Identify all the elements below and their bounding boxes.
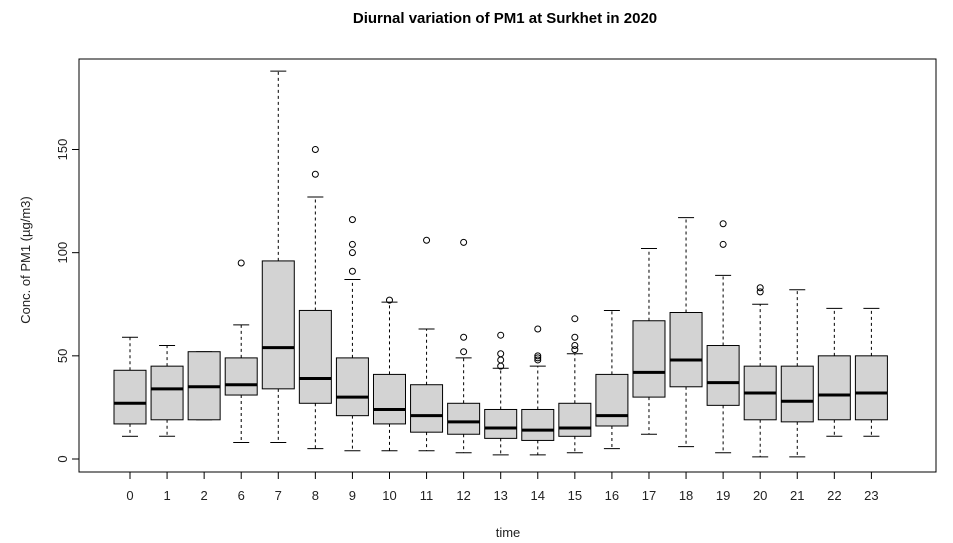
x-tick-label: 12 <box>456 488 470 503</box>
x-tick-label: 6 <box>238 488 245 503</box>
y-tick-label: 100 <box>55 242 70 264</box>
x-tick-label: 11 <box>420 488 434 503</box>
outlier-point <box>571 315 579 323</box>
outlier-point <box>534 325 542 333</box>
box-23 <box>854 307 888 437</box>
outlier-point <box>534 356 542 364</box>
box-8 <box>298 146 332 450</box>
box-10 <box>372 296 406 452</box>
y-tick-label: 0 <box>55 455 70 462</box>
iqr-box <box>669 312 703 388</box>
iqr-box <box>410 384 444 433</box>
iqr-box <box>595 373 629 427</box>
outlier-point <box>460 333 468 341</box>
outlier-point <box>534 354 542 362</box>
box-22 <box>817 307 851 437</box>
iqr-box <box>224 357 258 396</box>
y-tick-label: 150 <box>55 139 70 161</box>
box-2 <box>187 351 221 421</box>
outlier-point <box>348 249 356 257</box>
x-tick-label: 7 <box>275 488 282 503</box>
outlier-point <box>497 331 505 339</box>
x-tick-label: 9 <box>349 488 356 503</box>
x-axis-label: time <box>496 525 521 540</box>
outlier-point <box>571 342 579 350</box>
box-20 <box>743 284 777 458</box>
box-17 <box>632 248 666 435</box>
chart-title: Diurnal variation of PM1 at Surkhet in 2… <box>353 10 657 27</box>
iqr-box <box>372 373 406 425</box>
iqr-box <box>558 402 592 437</box>
box-9 <box>335 216 369 452</box>
box-18 <box>669 217 703 448</box>
iqr-box <box>706 345 740 406</box>
box-7 <box>261 70 295 443</box>
outlier-point <box>571 333 579 341</box>
y-tick-label: 50 <box>55 349 70 363</box>
iqr-box <box>521 408 555 441</box>
box-16 <box>595 309 629 450</box>
box-19 <box>706 220 740 454</box>
x-tick-label: 10 <box>382 488 396 503</box>
x-tick-label: 23 <box>864 488 878 503</box>
iqr-box <box>113 369 147 425</box>
x-tick-label: 0 <box>126 488 133 503</box>
box-13 <box>484 331 518 456</box>
iqr-box <box>854 355 888 421</box>
iqr-box <box>298 309 332 404</box>
x-tick-label: 17 <box>642 488 656 503</box>
iqr-box <box>780 365 814 423</box>
outlier-point <box>497 356 505 364</box>
outlier-point <box>719 220 727 228</box>
box-21 <box>780 289 814 458</box>
x-tick-label: 1 <box>163 488 170 503</box>
x-tick-label: 18 <box>679 488 693 503</box>
box-15 <box>558 315 592 454</box>
outlier-point <box>497 350 505 358</box>
outlier-point <box>348 240 356 248</box>
iqr-box <box>335 357 369 417</box>
iqr-box <box>817 355 851 421</box>
box-11 <box>410 236 444 452</box>
box-14 <box>521 325 555 456</box>
x-tick-label: 8 <box>312 488 319 503</box>
outlier-point <box>237 259 245 267</box>
y-axis-label: Conc. of PM1 (µg/m3) <box>18 196 33 323</box>
x-tick-label: 20 <box>753 488 767 503</box>
outlier-point <box>756 284 764 292</box>
x-tick-label: 15 <box>568 488 582 503</box>
outlier-point <box>534 352 542 360</box>
outlier-point <box>311 146 319 153</box>
outlier-point <box>460 238 468 246</box>
x-tick-label: 14 <box>531 488 545 503</box>
iqr-box <box>150 365 184 421</box>
x-tick-label: 22 <box>827 488 841 503</box>
box-6 <box>224 259 258 443</box>
boxes-group <box>113 70 888 458</box>
outlier-point <box>348 267 356 275</box>
x-tick-label: 21 <box>790 488 804 503</box>
x-tick-label: 13 <box>493 488 507 503</box>
x-tick-label: 2 <box>201 488 208 503</box>
y-axis: 0 50 100 150 <box>55 139 80 463</box>
outlier-point <box>571 346 579 354</box>
box-12 <box>447 238 481 454</box>
x-tick-label: 19 <box>716 488 730 503</box>
outlier-point <box>756 288 764 296</box>
outlier-point <box>348 216 356 224</box>
outlier-point <box>385 296 393 304</box>
box-1 <box>150 345 184 437</box>
x-tick-label: 16 <box>605 488 619 503</box>
iqr-box <box>484 408 518 439</box>
outlier-point <box>311 170 319 178</box>
outlier-point <box>719 240 727 248</box>
iqr-box <box>447 402 481 435</box>
outlier-point <box>460 348 468 356</box>
iqr-box <box>261 260 295 390</box>
iqr-box <box>632 320 666 398</box>
outlier-point <box>423 236 431 244</box>
x-axis: 0 1 2 6 7 8 9 10 11 12 13 14 15 16 17 18 19 20 21 22 23 <box>126 471 879 503</box>
box-0 <box>113 336 147 437</box>
